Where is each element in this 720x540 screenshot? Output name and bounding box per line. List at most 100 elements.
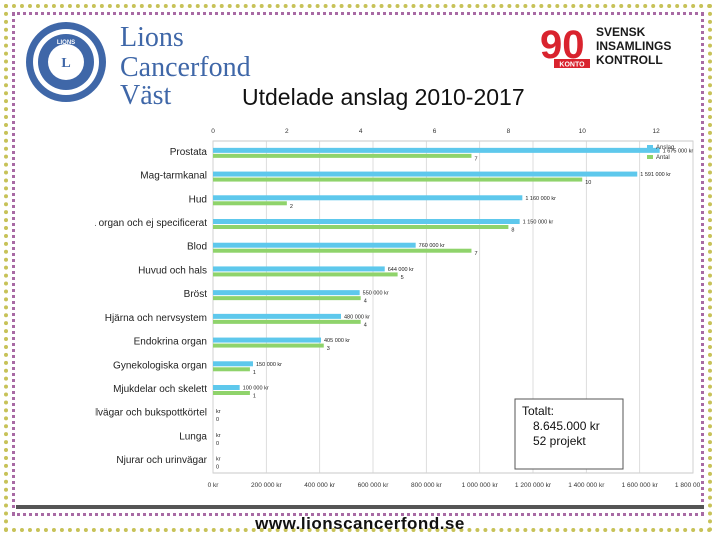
category-label: Endokrina organ xyxy=(134,337,207,348)
x-bottom-tick-label: 400 000 kr xyxy=(304,482,336,489)
x-top-tick-label: 2 xyxy=(285,128,289,135)
page-title: Utdelade anslag 2010-2017 xyxy=(242,84,525,110)
data-label-antal: 7 xyxy=(474,156,477,162)
category-label: Lever, gallvägar och bukspottkörtel xyxy=(95,408,207,419)
category-label: Mjukdelar och skelett xyxy=(113,384,207,395)
x-bottom-tick-label: 1 600 000 kr xyxy=(622,482,659,489)
footer-divider xyxy=(16,505,704,509)
x-bottom-tick-label: 1 000 000 kr xyxy=(462,482,499,489)
category-label: Gynekologiska organ xyxy=(113,360,207,371)
data-label-anslag: 1 675 000 kr xyxy=(663,148,694,154)
x-bottom-tick-label: 1 200 000 kr xyxy=(515,482,552,489)
bar-anslag xyxy=(213,361,253,367)
bar-antal xyxy=(213,343,324,348)
x-bottom-tick-label: 0 kr xyxy=(208,482,220,489)
data-label-anslag: 1 591 000 kr xyxy=(640,172,671,178)
category-label: Blod xyxy=(187,242,207,253)
bar-antal xyxy=(213,177,583,182)
bar-anslag xyxy=(213,195,523,201)
data-label-antal: 4 xyxy=(364,322,367,328)
bar-antal xyxy=(213,248,472,253)
x-bottom-tick-label: 1 800 000 kr xyxy=(675,482,700,489)
data-label-antal: 1 xyxy=(253,394,256,400)
legend-swatch xyxy=(647,155,653,159)
category-label: Prostata xyxy=(170,147,208,158)
total-box xyxy=(514,398,624,470)
data-label-antal: 7 xyxy=(474,251,477,257)
svg-text:L: L xyxy=(61,56,70,71)
total-amount: 8.645.000 kr xyxy=(533,419,600,433)
logo-right-line-2: INSAMLINGS xyxy=(596,39,671,53)
lions-cancerfond-logo: L LIONS Lions Cancerfond Väst xyxy=(26,22,251,108)
logo-line-1: Lions xyxy=(120,22,184,53)
bar-antal xyxy=(213,319,361,324)
data-label-antal: 0 xyxy=(216,417,219,423)
data-label-anslag: 1 150 000 kr xyxy=(523,220,554,226)
total-projects: 52 projekt xyxy=(533,434,586,448)
data-label-anslag: 550 000 kr xyxy=(363,291,389,297)
outer-dotted-frame xyxy=(4,4,712,532)
bar-anslag xyxy=(213,219,520,224)
data-label-anslag: kr xyxy=(216,457,221,463)
data-label-antal: 0 xyxy=(216,441,219,447)
footer-url: www.lionscancerfond.se xyxy=(255,514,465,533)
category-label: Njurar och urinvägar xyxy=(116,455,207,466)
logo-right-line-1: SVENSK xyxy=(596,25,646,39)
bar-antal xyxy=(213,367,250,372)
bar-antal xyxy=(213,391,250,395)
konto-text: KONTO xyxy=(559,62,585,69)
category-label: Mag-tarmkanal xyxy=(140,171,207,182)
category-label: Huvud och hals xyxy=(138,265,207,276)
data-label-antal: 5 xyxy=(401,275,404,281)
data-label-anslag: 1 160 000 kr xyxy=(525,196,556,202)
data-label-anslag: 644 000 kr xyxy=(388,267,414,273)
bar-anslag xyxy=(213,147,660,153)
legend-swatch xyxy=(647,145,653,149)
bar-antal xyxy=(213,201,287,206)
x-top-tick-label: 4 xyxy=(359,128,363,135)
data-label-anslag: 150 000 kr xyxy=(256,362,282,368)
grants-bar-chart: 0 kr 200 000 kr 400 000 kr 600 000 kr 8 0 0 0 0… xyxy=(95,128,700,489)
x-top-tick-label: 0 xyxy=(211,128,215,135)
logo-line-3: Väst xyxy=(120,80,172,108)
inner-dotted-frame xyxy=(12,12,704,516)
bar-anslag xyxy=(213,242,416,248)
bar-anslag xyxy=(213,171,638,177)
data-label-antal: 0 xyxy=(216,465,219,471)
category-label: Övriga organ och ej specificerat xyxy=(95,217,207,229)
bar-anslag xyxy=(213,313,341,319)
data-label-anslag: 100 000 kr xyxy=(243,386,269,392)
x-top-tick-label: 12 xyxy=(652,128,660,135)
data-label-antal: 3 xyxy=(327,346,330,352)
legend-label: Anslag xyxy=(656,145,674,151)
bar-antal xyxy=(213,296,361,301)
lions-seal-icon: L LIONS xyxy=(26,22,106,102)
logo-line-2: Cancerfond xyxy=(120,52,251,83)
data-label-anslag: 480 000 kr xyxy=(344,314,370,320)
seal-text: LIONS xyxy=(57,40,75,46)
bar-antal xyxy=(213,153,472,158)
x-bottom-tick-label: 200 000 kr xyxy=(251,482,283,489)
bar-antal xyxy=(213,272,398,277)
data-label-antal: 4 xyxy=(364,299,367,305)
category-label: Hud xyxy=(189,194,207,205)
bar-anslag xyxy=(213,266,385,272)
x-top-tick-label: 6 xyxy=(433,128,437,135)
category-label: Lunga xyxy=(179,431,207,442)
data-label-antal: 10 xyxy=(585,180,591,186)
x-top-tick-label: 8 xyxy=(507,128,511,135)
x-top-tick-label: 10 xyxy=(579,128,587,135)
data-label-anslag: kr xyxy=(216,433,221,439)
data-label-antal: 1 xyxy=(253,370,256,376)
data-label-anslag: 405 000 kr xyxy=(324,338,350,344)
legend-label: Antal xyxy=(656,155,670,161)
data-label-antal: 2 xyxy=(290,204,293,210)
logo-right-line-3: KONTROLL xyxy=(596,53,663,67)
svensk-insamlingskontroll-logo: 90 KONTO SVENSK INSAMLINGS KONTROLL xyxy=(540,23,671,69)
data-label-antal: 8 xyxy=(511,228,514,234)
x-bottom-tick-label: 600 000 kr xyxy=(358,482,390,489)
x-bottom-tick-label: 1 400 000 kr xyxy=(568,482,605,489)
bar-anslag xyxy=(213,290,360,296)
data-label-anslag: kr xyxy=(216,409,221,415)
total-label: Totalt: xyxy=(522,404,554,418)
